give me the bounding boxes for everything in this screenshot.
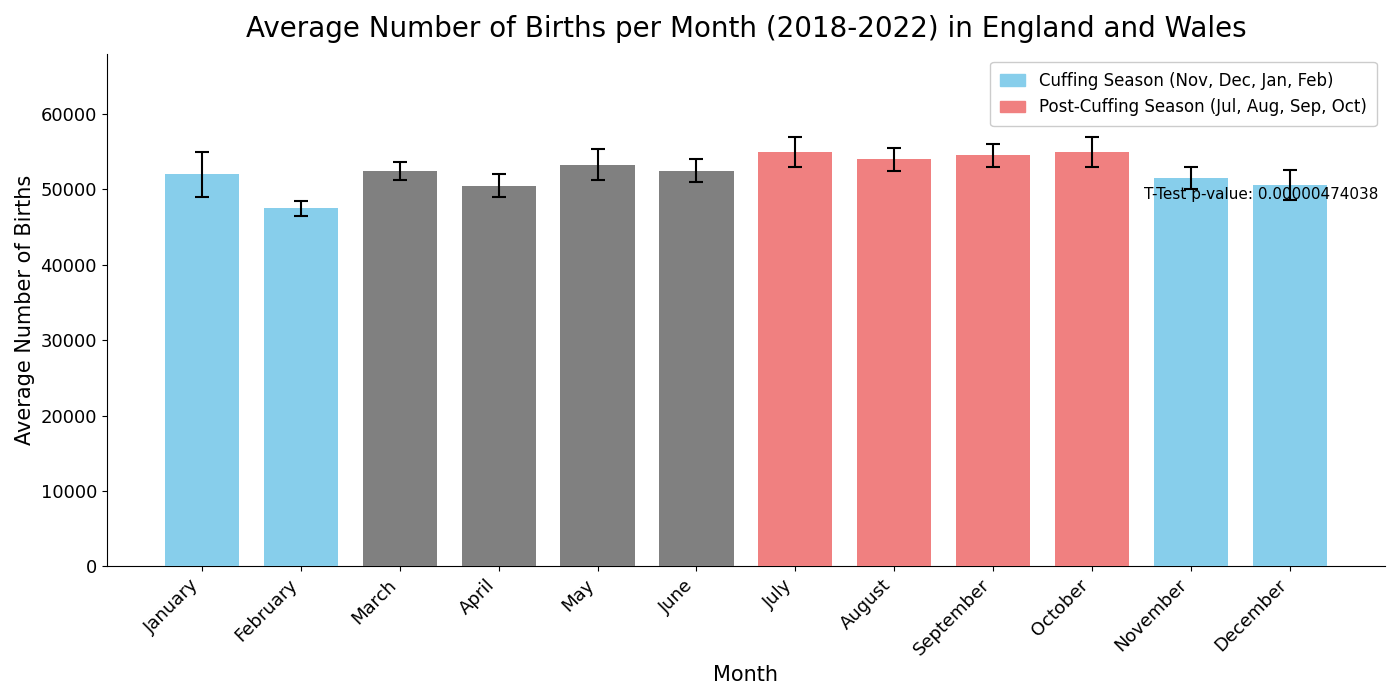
Bar — [363, 171, 437, 566]
Bar — [659, 171, 734, 566]
Bar — [1056, 152, 1130, 566]
Bar — [956, 155, 1030, 566]
Bar — [165, 174, 239, 566]
Bar — [263, 209, 337, 566]
Bar — [1253, 185, 1327, 566]
Bar — [857, 159, 931, 566]
Legend: Cuffing Season (Nov, Dec, Jan, Feb), Post-Cuffing Season (Jul, Aug, Sep, Oct): Cuffing Season (Nov, Dec, Jan, Feb), Pos… — [990, 62, 1376, 126]
Bar — [759, 152, 833, 566]
Y-axis label: Average Number of Births: Average Number of Births — [15, 175, 35, 445]
Text: T-Test p-value: 0.00000474038: T-Test p-value: 0.00000474038 — [1144, 187, 1379, 202]
Bar — [560, 164, 634, 566]
Bar — [462, 186, 536, 566]
X-axis label: Month: Month — [714, 665, 778, 685]
Bar — [1154, 178, 1228, 566]
Title: Average Number of Births per Month (2018-2022) in England and Wales: Average Number of Births per Month (2018… — [245, 15, 1246, 43]
